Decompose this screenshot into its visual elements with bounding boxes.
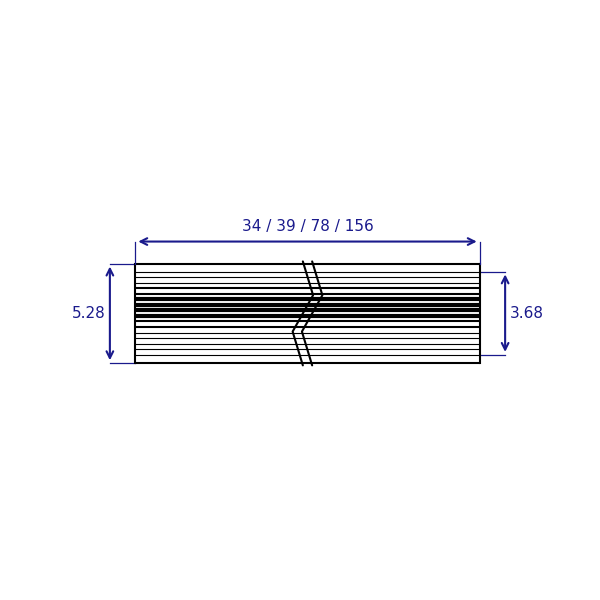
- Text: 5.28: 5.28: [71, 306, 105, 321]
- Text: 34 / 39 / 78 / 156: 34 / 39 / 78 / 156: [242, 219, 373, 234]
- Text: 3.68: 3.68: [510, 305, 544, 320]
